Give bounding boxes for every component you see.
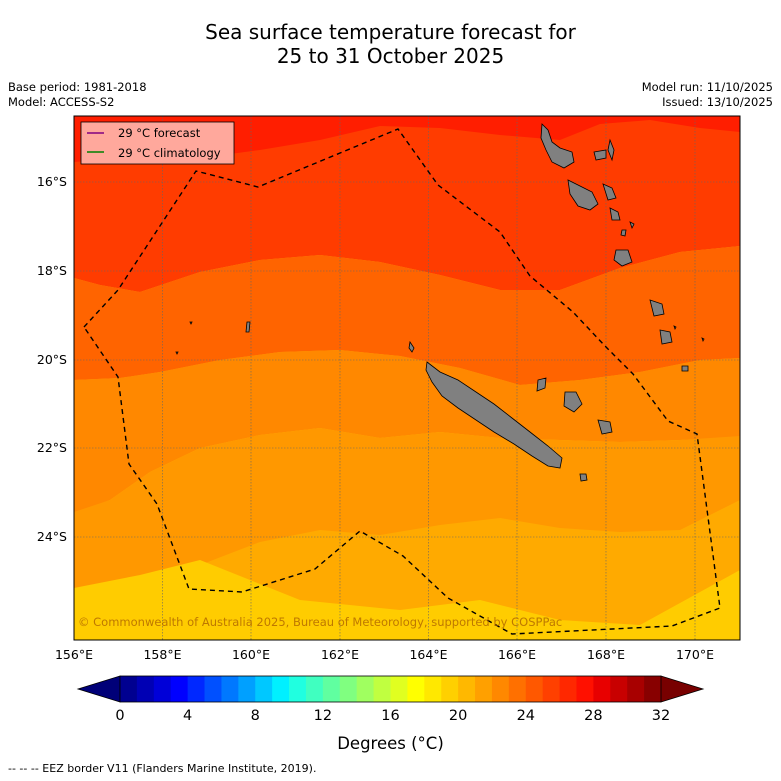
vanuatu-north-land [540, 123, 575, 169]
colorbar-tick: 32 [652, 708, 670, 724]
eez-border [83, 128, 721, 635]
sst-field [74, 116, 740, 640]
colorbar-cell [458, 676, 476, 702]
lon-label: 162°E [321, 647, 359, 662]
lon-label: 158°E [143, 647, 181, 662]
vanuatu-mid-land [567, 138, 621, 221]
lon-label: 160°E [232, 647, 270, 662]
colorbar-cell [187, 676, 205, 702]
colorbar-cell [373, 676, 391, 702]
isle-of-pines-land [579, 473, 588, 482]
colorbar-label: Degrees (°C) [337, 734, 444, 753]
colorbar-cell [289, 676, 307, 702]
colorbar-tick: 16 [381, 708, 399, 724]
colorbar-tick: 0 [115, 708, 124, 724]
forecast-legend-label: 29 °C forecast [118, 126, 201, 140]
title-line-1: Sea surface temperature forecast for [205, 20, 576, 44]
colorbar-cell [424, 676, 442, 702]
graticule [74, 116, 740, 640]
climatology-legend-label: 29 °C climatology [118, 146, 221, 160]
colorbar-cell [322, 676, 341, 702]
colorbar-cell [136, 676, 155, 702]
colorbar-cell [390, 676, 408, 702]
lon-label: 168°E [587, 647, 625, 662]
eez-footnote: -- -- -- EEZ border V11 (Flanders Marine… [8, 762, 317, 775]
colorbar-tick: 20 [449, 708, 467, 724]
copyright-text: © Commonwealth of Australia 2025, Bureau… [78, 615, 562, 629]
model-run: Model run: 11/10/2025 [641, 80, 773, 94]
small-islets-land [175, 221, 705, 355]
sst-band-30 [74, 116, 740, 162]
lon-label: 164°E [409, 647, 447, 662]
colorbar-cell [153, 676, 172, 702]
title-line-2: 25 to 31 October 2025 [276, 44, 505, 68]
lon-label: 170°E [676, 647, 714, 662]
colorbar-cell [508, 676, 527, 702]
colorbar-cell [339, 676, 358, 702]
sst-band-27 [74, 350, 740, 512]
colorbar-cell [593, 676, 611, 702]
colorbar-cell [610, 676, 628, 702]
colorbar-cell [542, 676, 560, 702]
lat-label: 22°S [37, 440, 67, 455]
lat-label: 24°S [37, 529, 67, 544]
chesterfield-land [245, 321, 251, 333]
lat-label: 18°S [37, 263, 67, 278]
colorbar-cell [627, 676, 645, 702]
colorbar-cell [238, 676, 256, 702]
colorbar-cell [441, 676, 459, 702]
colorbar-cell [170, 676, 189, 702]
colorbar-cell [272, 676, 290, 702]
sst-band-28 [74, 246, 740, 385]
lat-axis: 16°S 18°S 20°S 22°S 24°S [37, 174, 67, 544]
colorbar-cell [559, 676, 577, 702]
colorbar: 0 4 8 12 16 20 24 28 32 Degrees (°C) [76, 675, 705, 753]
issued-date: Issued: 13/10/2025 [662, 95, 773, 109]
colorbar-cell [356, 676, 374, 702]
vanuatu-south-land [613, 249, 689, 372]
lat-label: 16°S [37, 174, 67, 189]
lon-label: 166°E [498, 647, 536, 662]
colorbar-cell [407, 676, 425, 702]
colorbar-cell [204, 676, 222, 702]
colorbar-cell [576, 676, 594, 702]
colorbar-high-arrow [660, 675, 705, 703]
land-masses [175, 123, 705, 482]
map-legend: 29 °C forecast 29 °C climatology [80, 121, 235, 165]
colorbar-cell [305, 676, 324, 702]
colorbar-cell [255, 676, 273, 702]
model-name: Model: ACCESS-S2 [8, 95, 115, 109]
sst-band-23 [74, 560, 740, 640]
colorbar-cell [491, 676, 510, 702]
colorbar-tick: 4 [183, 708, 192, 724]
colorbar-low-arrow [76, 675, 121, 703]
colorbar-cell [475, 676, 493, 702]
lon-axis: 156°E 158°E 160°E 162°E 164°E 166°E 168°… [55, 647, 714, 662]
lat-label: 20°S [37, 352, 67, 367]
lon-label: 156°E [55, 647, 93, 662]
colorbar-cell [221, 676, 239, 702]
colorbar-cell [525, 676, 544, 702]
colorbar-tick: 8 [251, 708, 260, 724]
colorbar-cell [644, 676, 662, 702]
colorbar-tick: 12 [314, 708, 332, 724]
colorbar-tick: 28 [584, 708, 602, 724]
colorbar-tick: 24 [517, 708, 535, 724]
base-period: Base period: 1981-2018 [8, 80, 147, 94]
new-caledonia-land [425, 361, 563, 469]
loyalty-islands-land [536, 377, 613, 435]
colorbar-cell [120, 676, 138, 702]
